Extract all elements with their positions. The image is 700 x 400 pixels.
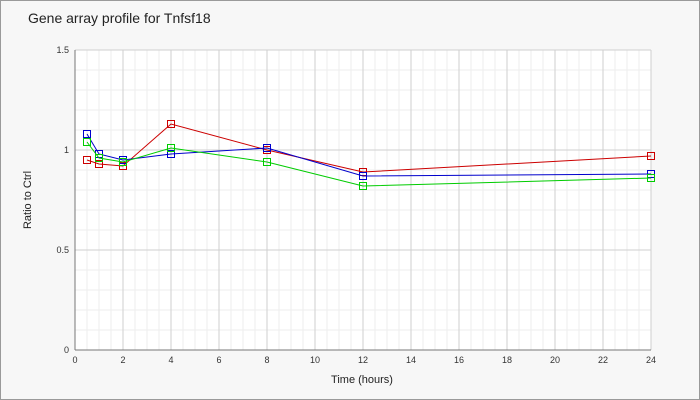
series-1-point [95, 160, 103, 168]
series-2-point [83, 130, 91, 138]
x-tick-label: 2 [120, 355, 125, 365]
y-tick-label: 0.5 [56, 245, 69, 255]
chart-title: Gene array profile for Tnfsf18 [28, 10, 211, 26]
series-3-point [167, 144, 175, 152]
x-axis-label: Time (hours) [331, 374, 393, 386]
x-tick-label: 16 [454, 355, 464, 365]
series-3-point [95, 154, 103, 162]
x-tick-label: 0 [72, 355, 77, 365]
series-3-point [647, 174, 655, 182]
x-tick-label: 6 [216, 355, 221, 365]
series-2-point [167, 150, 175, 158]
x-tick-label: 4 [168, 355, 173, 365]
x-tick-label: 12 [358, 355, 368, 365]
series-1-point [83, 156, 91, 164]
x-tick-label: 20 [550, 355, 560, 365]
x-tick-label: 14 [406, 355, 416, 365]
x-tick-label: 22 [598, 355, 608, 365]
y-tick-label: 1 [64, 145, 69, 155]
series-1-point [167, 120, 175, 128]
x-tick-label: 8 [264, 355, 269, 365]
x-tick-label: 18 [502, 355, 512, 365]
series-3-point [119, 158, 127, 166]
x-tick-label: 24 [646, 355, 656, 365]
series-3-point [83, 138, 91, 146]
series-line-3 [86, 141, 652, 187]
x-tick-label: 10 [310, 355, 320, 365]
y-tick-label: 1.5 [56, 45, 69, 55]
series-3-point [263, 158, 271, 166]
y-tick-label: 0 [64, 345, 69, 355]
series-3-point [359, 182, 367, 190]
series-1-point [647, 152, 655, 160]
series-2-point [359, 172, 367, 180]
series-2-point [263, 144, 271, 152]
